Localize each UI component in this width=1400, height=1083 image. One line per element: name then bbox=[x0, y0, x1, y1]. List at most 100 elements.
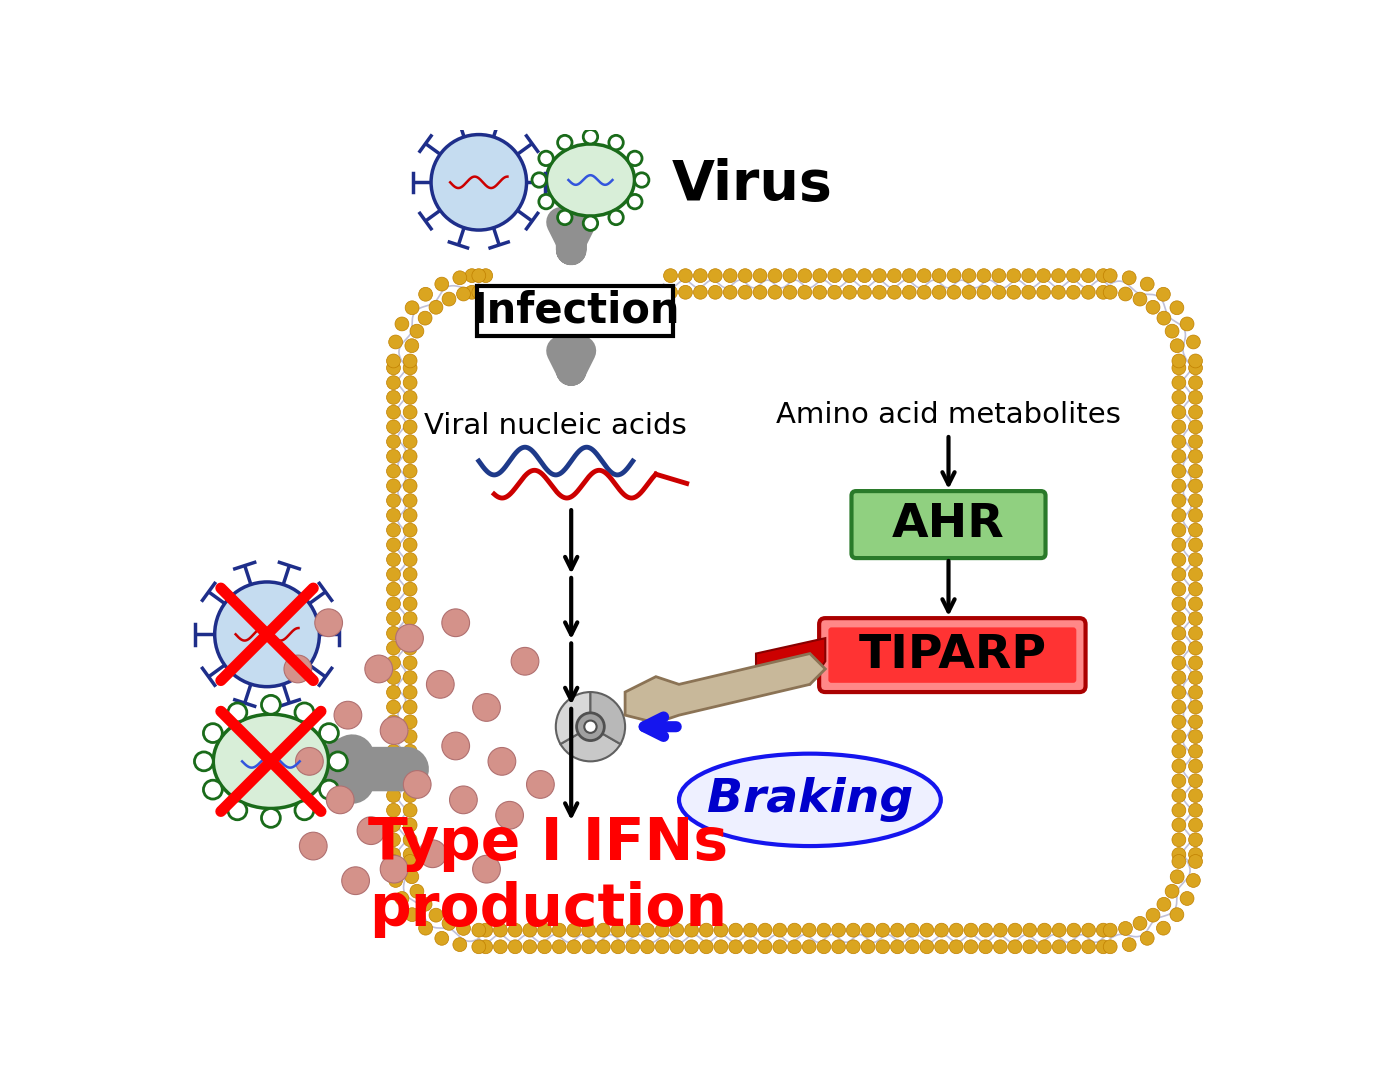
Circle shape bbox=[1189, 759, 1203, 773]
Circle shape bbox=[596, 940, 610, 954]
Circle shape bbox=[948, 285, 960, 299]
Circle shape bbox=[465, 269, 479, 283]
Circle shape bbox=[403, 538, 417, 551]
Circle shape bbox=[1123, 938, 1137, 952]
Circle shape bbox=[724, 269, 738, 283]
Circle shape bbox=[783, 269, 797, 283]
Circle shape bbox=[626, 940, 640, 954]
Circle shape bbox=[1189, 854, 1203, 869]
Circle shape bbox=[1180, 891, 1194, 905]
Circle shape bbox=[403, 788, 417, 803]
Circle shape bbox=[664, 285, 678, 299]
Circle shape bbox=[395, 891, 409, 905]
Circle shape bbox=[403, 405, 417, 419]
Text: TIPARP: TIPARP bbox=[858, 632, 1046, 678]
Circle shape bbox=[1133, 292, 1147, 306]
Circle shape bbox=[403, 434, 417, 448]
Circle shape bbox=[1172, 818, 1186, 832]
Circle shape bbox=[872, 285, 886, 299]
Circle shape bbox=[532, 173, 546, 187]
Circle shape bbox=[403, 759, 417, 773]
Circle shape bbox=[403, 508, 417, 522]
Circle shape bbox=[403, 744, 417, 758]
Circle shape bbox=[847, 923, 860, 937]
Circle shape bbox=[1053, 923, 1065, 937]
Circle shape bbox=[403, 774, 417, 787]
Circle shape bbox=[472, 940, 486, 954]
Circle shape bbox=[890, 923, 904, 937]
Circle shape bbox=[403, 376, 417, 390]
Circle shape bbox=[419, 898, 433, 911]
Circle shape bbox=[788, 940, 801, 954]
Circle shape bbox=[326, 786, 354, 813]
Circle shape bbox=[1189, 788, 1203, 803]
Circle shape bbox=[1189, 686, 1203, 700]
Circle shape bbox=[567, 940, 581, 954]
Circle shape bbox=[1172, 715, 1186, 729]
Circle shape bbox=[1189, 848, 1203, 861]
Circle shape bbox=[1172, 597, 1186, 611]
Circle shape bbox=[935, 940, 948, 954]
Circle shape bbox=[524, 940, 536, 954]
Circle shape bbox=[386, 744, 400, 758]
Circle shape bbox=[319, 723, 339, 743]
Circle shape bbox=[1189, 479, 1203, 493]
Circle shape bbox=[479, 269, 493, 283]
Circle shape bbox=[335, 702, 361, 729]
Circle shape bbox=[473, 856, 500, 883]
Circle shape bbox=[403, 465, 417, 478]
Circle shape bbox=[557, 210, 573, 224]
Circle shape bbox=[428, 300, 442, 314]
Circle shape bbox=[1096, 269, 1110, 283]
Circle shape bbox=[449, 786, 477, 813]
Circle shape bbox=[262, 809, 280, 827]
Circle shape bbox=[1103, 923, 1117, 937]
Circle shape bbox=[452, 271, 466, 285]
Circle shape bbox=[582, 940, 595, 954]
Circle shape bbox=[410, 885, 424, 898]
Circle shape bbox=[693, 269, 707, 283]
Circle shape bbox=[641, 923, 654, 937]
Circle shape bbox=[1036, 285, 1050, 299]
Circle shape bbox=[917, 269, 931, 283]
Circle shape bbox=[802, 923, 816, 937]
Circle shape bbox=[295, 801, 314, 820]
Circle shape bbox=[1172, 626, 1186, 640]
Circle shape bbox=[386, 523, 400, 537]
Circle shape bbox=[479, 285, 493, 299]
Wedge shape bbox=[560, 727, 620, 761]
Circle shape bbox=[1172, 508, 1186, 522]
Circle shape bbox=[890, 940, 904, 954]
Circle shape bbox=[315, 609, 343, 637]
Circle shape bbox=[1156, 287, 1170, 301]
FancyBboxPatch shape bbox=[477, 286, 673, 336]
Circle shape bbox=[228, 703, 246, 721]
Circle shape bbox=[903, 285, 916, 299]
Circle shape bbox=[403, 552, 417, 566]
FancyBboxPatch shape bbox=[819, 618, 1085, 692]
Circle shape bbox=[539, 152, 553, 166]
Circle shape bbox=[489, 747, 515, 775]
Circle shape bbox=[479, 940, 493, 954]
Circle shape bbox=[655, 923, 669, 937]
Circle shape bbox=[1189, 612, 1203, 626]
Circle shape bbox=[386, 449, 400, 464]
Circle shape bbox=[1172, 479, 1186, 493]
Circle shape bbox=[203, 780, 223, 799]
Circle shape bbox=[442, 916, 456, 930]
Text: Amino acid metabolites: Amino acid metabolites bbox=[776, 401, 1121, 429]
Circle shape bbox=[381, 717, 407, 744]
Circle shape bbox=[1189, 465, 1203, 478]
Circle shape bbox=[403, 818, 417, 832]
Circle shape bbox=[1165, 324, 1179, 338]
Circle shape bbox=[262, 695, 280, 714]
Circle shape bbox=[1170, 339, 1184, 353]
Circle shape bbox=[386, 833, 400, 847]
Circle shape bbox=[538, 940, 552, 954]
Circle shape bbox=[386, 686, 400, 700]
Circle shape bbox=[903, 269, 916, 283]
Circle shape bbox=[419, 311, 433, 325]
Circle shape bbox=[511, 648, 539, 675]
Circle shape bbox=[1189, 449, 1203, 464]
Circle shape bbox=[386, 854, 400, 869]
